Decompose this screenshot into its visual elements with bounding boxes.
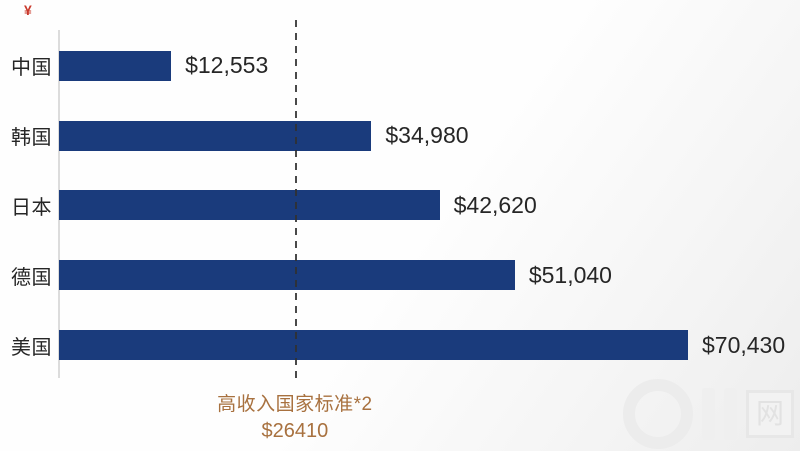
bar xyxy=(59,120,372,151)
bar-row: 德国 $51,040 xyxy=(0,240,800,310)
reference-dashed-line xyxy=(294,20,297,380)
watermark-bar-icon xyxy=(702,388,715,440)
category-label: 中国 xyxy=(11,57,52,80)
watermark-ring-icon xyxy=(623,379,693,449)
reference-line-value: $26410 xyxy=(261,420,329,442)
bar-row: 日本 $42,620 xyxy=(0,171,800,241)
watermark-bar-icon xyxy=(724,388,737,440)
bar-row: 韩国 $34,980 xyxy=(0,101,800,171)
value-label: $12,553 xyxy=(185,52,269,79)
reference-line-label: 高收入国家标准*2 xyxy=(217,394,373,415)
category-label: 美国 xyxy=(11,336,52,359)
value-label: $51,040 xyxy=(528,261,612,288)
bar-rows: 中国 $12,553 韩国 $34,980 日本 $42,620 德国 $51,040 美国 $7… xyxy=(0,31,800,380)
bar xyxy=(59,330,688,361)
watermark-glyph-box: 网 xyxy=(746,390,794,438)
reference-line-annotation: 高收入国家标准*2 $26410 xyxy=(217,389,372,443)
bar xyxy=(59,50,172,81)
value-label: $70,430 xyxy=(702,331,786,358)
category-label: 德国 xyxy=(11,266,52,289)
value-label: $42,620 xyxy=(453,191,537,218)
red-corner-mark: ¥ xyxy=(24,2,32,18)
category-label: 韩国 xyxy=(11,127,52,150)
value-label: $34,980 xyxy=(385,122,469,149)
bar xyxy=(59,260,515,291)
bar-row: 美国 $70,430 xyxy=(0,310,800,380)
bar xyxy=(59,190,440,221)
watermark: 网 xyxy=(623,379,794,449)
category-label: 日本 xyxy=(11,196,52,219)
bar-row: 中国 $12,553 xyxy=(0,31,800,101)
